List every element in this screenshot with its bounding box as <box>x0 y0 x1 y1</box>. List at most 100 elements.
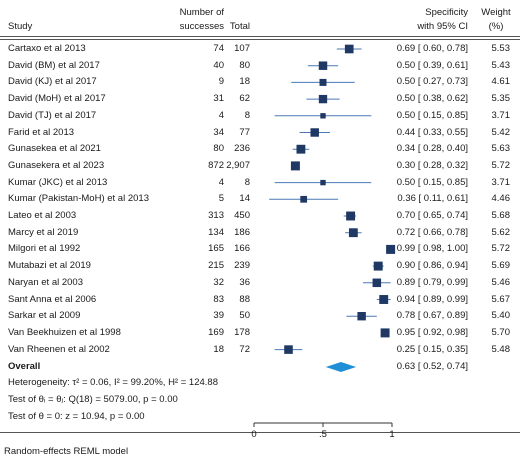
study-total: 8 <box>244 176 250 188</box>
effect-marker <box>318 61 328 70</box>
header-specificity-line1: Specificity <box>425 7 468 18</box>
study-total: 178 <box>234 326 250 338</box>
study-successes: 39 <box>213 310 224 322</box>
study-successes: 18 <box>213 343 224 355</box>
study-total: 236 <box>234 143 250 155</box>
study-total: 166 <box>234 243 250 255</box>
effect-marker <box>379 295 389 304</box>
study-successes: 215 <box>208 260 224 272</box>
study-successes: 4 <box>218 109 224 121</box>
study-ci-text: 0.50 [ 0.15, 0.85] <box>396 109 468 121</box>
study-total: 8 <box>244 109 250 121</box>
study-name: Farid et al 2013 <box>8 126 75 138</box>
study-name: Gunasekea et al 2021 <box>8 143 101 155</box>
study-name: David (TJ) et al 2017 <box>8 109 97 121</box>
study-weight: 5.72 <box>491 159 511 171</box>
study-total: 77 <box>239 126 250 138</box>
study-name: Kumar (JKC) et al 2013 <box>8 176 108 188</box>
study-total: 18 <box>239 76 250 88</box>
bottom-rule <box>0 432 520 433</box>
effect-marker <box>284 345 293 354</box>
study-ci-text: 0.50 [ 0.27, 0.73] <box>396 76 468 88</box>
study-total: 14 <box>239 193 250 205</box>
effect-marker <box>290 161 300 171</box>
study-successes: 31 <box>213 93 224 105</box>
study-ci-text: 0.30 [ 0.28, 0.32] <box>396 159 468 171</box>
header-weight-line1: Weight <box>481 7 511 18</box>
study-name: Kumar (Pakistan-MoH) et al 2013 <box>8 193 149 205</box>
study-successes: 134 <box>208 226 224 238</box>
study-successes: 83 <box>213 293 224 305</box>
effect-marker <box>372 278 382 288</box>
study-weight: 4.61 <box>491 76 511 88</box>
effect-marker <box>357 311 366 321</box>
header-successes-line2: successes <box>179 21 224 32</box>
study-weight: 5.68 <box>491 210 511 221</box>
study-weight: 5.43 <box>491 59 511 71</box>
study-ci-text: 0.50 [ 0.39, 0.61] <box>396 59 468 71</box>
study-successes: 5 <box>218 193 224 205</box>
study-total: 450 <box>234 210 250 221</box>
study-weight: 5.35 <box>491 93 511 105</box>
study-ci-text: 0.70 [ 0.65, 0.74] <box>396 210 468 221</box>
study-ci-text: 0.69 [ 0.60, 0.78] <box>396 43 468 54</box>
study-ci-text: 0.34 [ 0.28, 0.40] <box>396 143 468 155</box>
study-total: 80 <box>239 59 250 71</box>
study-weight: 5.63 <box>491 143 511 155</box>
effect-marker <box>344 44 354 54</box>
effect-marker <box>318 94 328 104</box>
study-weight: 5.53 <box>491 43 511 54</box>
study-weight: 5.42 <box>491 126 511 138</box>
x-tick-label: 1 <box>389 429 394 440</box>
study-total: 186 <box>234 226 250 238</box>
study-ci-text: 0.94 [ 0.89, 0.99] <box>396 293 468 305</box>
effect-marker <box>380 328 390 338</box>
effect-marker <box>320 113 326 119</box>
study-successes: 165 <box>208 243 224 255</box>
study-weight: 5.48 <box>491 343 511 355</box>
effect-marker <box>346 211 356 221</box>
header-study: Study <box>8 21 33 32</box>
header-specificity-line2: with 95% CI <box>417 21 468 32</box>
study-ci-text: 0.90 [ 0.86, 0.94] <box>396 260 468 272</box>
header-rule-bottom <box>0 39 520 40</box>
study-successes: 34 <box>213 126 224 138</box>
study-name: Mutabazi et al 2019 <box>8 260 91 272</box>
study-name: Van Beekhuizen et al 1998 <box>8 326 121 338</box>
effect-marker <box>319 78 327 86</box>
study-name: Naryan et al 2003 <box>8 276 83 288</box>
study-weight: 3.71 <box>491 176 511 188</box>
study-weight: 4.46 <box>491 193 511 205</box>
header-weight-line2: (%) <box>488 21 504 32</box>
study-total: 50 <box>239 310 250 322</box>
study-successes: 80 <box>213 143 224 155</box>
study-total: 36 <box>239 276 250 288</box>
study-successes: 4 <box>218 176 224 188</box>
overall-ci-text: 0.63 [ 0.52, 0.74] <box>396 361 468 372</box>
effect-marker <box>310 128 319 137</box>
study-total: 62 <box>239 93 250 105</box>
study-ci-text: 0.72 [ 0.66, 0.78] <box>396 226 468 238</box>
effect-marker <box>386 244 396 254</box>
study-name: Van Rheenen et al 2002 <box>8 343 110 355</box>
study-successes: 74 <box>213 43 224 54</box>
study-weight: 5.72 <box>491 243 511 255</box>
overall-label: Overall <box>8 361 41 372</box>
study-name: Sant Anna et al 2006 <box>8 293 97 305</box>
header-total: Total <box>229 21 250 32</box>
study-name: Marcy et al 2019 <box>8 226 79 238</box>
study-name: David (KJ) et al 2017 <box>8 76 97 88</box>
effect-marker <box>320 179 326 186</box>
study-weight: 5.40 <box>491 310 511 322</box>
effect-marker <box>348 228 358 238</box>
header-rule-top <box>0 36 520 37</box>
study-name: Cartaxo et al 2013 <box>8 43 86 54</box>
study-weight: 3.71 <box>491 109 511 121</box>
study-name: David (MoH) et al 2017 <box>8 93 106 105</box>
effect-marker <box>300 195 308 203</box>
study-successes: 40 <box>213 59 224 71</box>
study-successes: 9 <box>218 76 224 88</box>
study-total: 2,907 <box>226 159 250 171</box>
zero-test: Test of θ = 0: z = 10.94, p = 0.00 <box>8 411 145 422</box>
